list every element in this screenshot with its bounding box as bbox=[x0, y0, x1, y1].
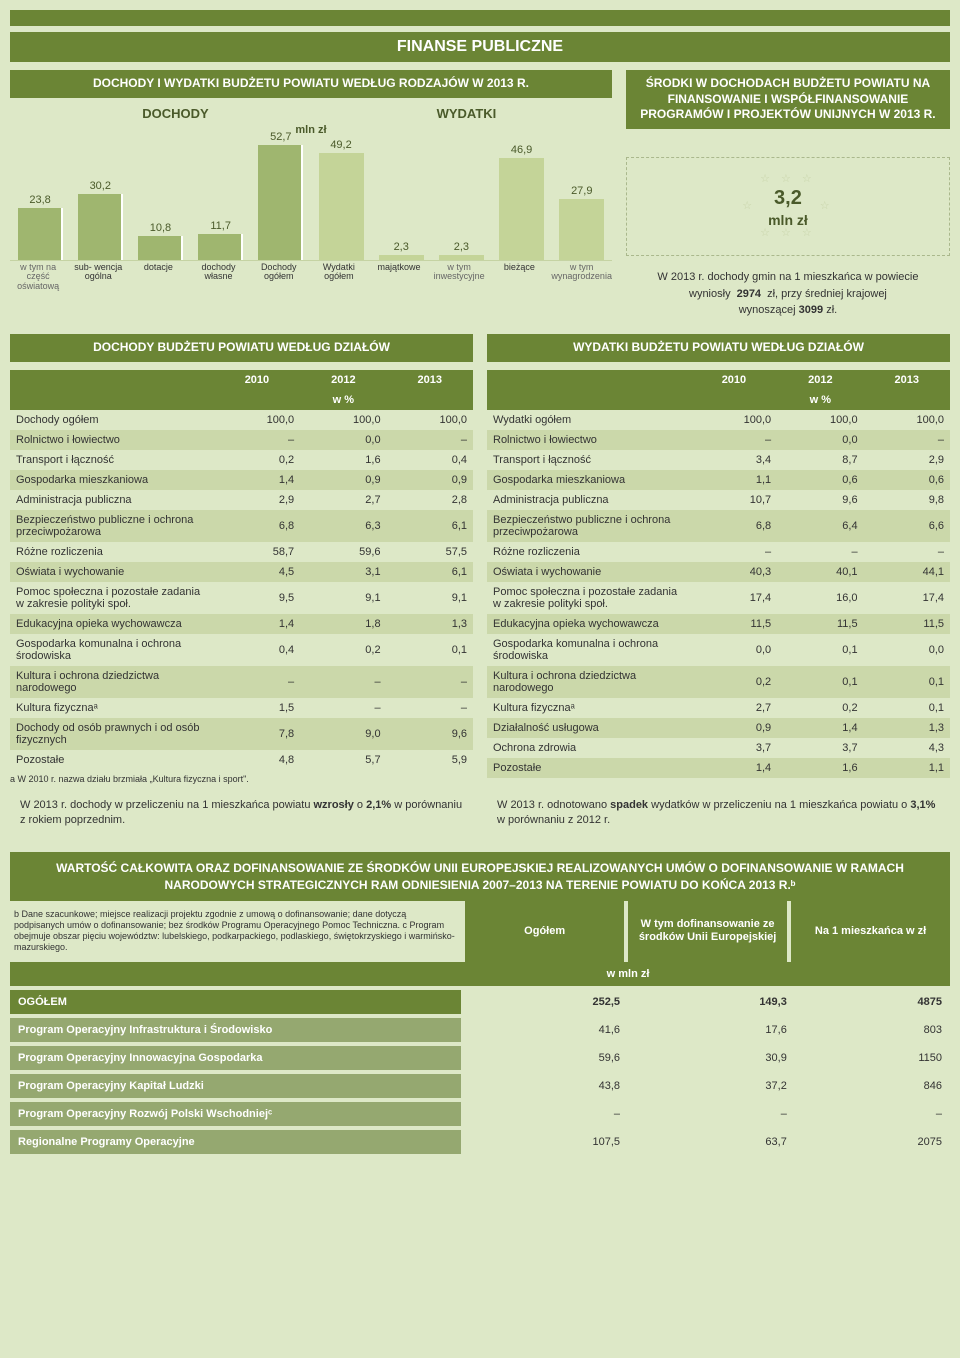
eu-col-1: Ogółem bbox=[465, 901, 624, 962]
eu-value: 3,2 bbox=[768, 187, 808, 210]
star-icon: ☆ bbox=[820, 201, 834, 212]
page-title: FINANSE PUBLICZNE bbox=[10, 32, 950, 62]
bar: 10,8 bbox=[132, 222, 188, 259]
wydatki-table: 201020122013w %Wydatki ogółem100,0100,01… bbox=[487, 370, 950, 778]
chart-row: DOCHODY I WYDATKI BUDŻETU POWIATU WEDŁUG… bbox=[10, 70, 950, 318]
bar: 52,7 bbox=[253, 131, 309, 259]
star-icon: ☆ bbox=[742, 201, 756, 212]
eu-col-3: Na 1 mieszkańca w zł bbox=[791, 901, 950, 962]
eu-section-title: WARTOŚĆ CAŁKOWITA ORAZ DOFINANSOWANIE ZE… bbox=[10, 852, 950, 900]
bar: 49,2 bbox=[313, 139, 369, 260]
bar: 11,7 bbox=[193, 220, 249, 259]
mid-note-left: W 2013 r. dochody w przeliczeniu na 1 mi… bbox=[10, 784, 473, 843]
bar: 2,3 bbox=[373, 241, 429, 260]
eu-table-wrap: b Dane szacunkowe; miejsce realizacji pr… bbox=[10, 901, 950, 1154]
eu-table: w mln złOGÓŁEM252,5149,34875Program Oper… bbox=[10, 962, 950, 1154]
mid-note-right: W 2013 r. odnotowano spadek wydatków w p… bbox=[487, 784, 950, 843]
table-right-title: WYDATKI BUDŻETU POWIATU WEDŁUG DZIAŁÓW bbox=[487, 334, 950, 362]
footnote-b: b Dane szacunkowe; miejsce realizacji pr… bbox=[10, 901, 461, 962]
chart-left-title: DOCHODY I WYDATKI BUDŻETU POWIATU WEDŁUG… bbox=[10, 70, 612, 98]
footnote-a: a W 2010 r. nazwa działu brzmiała „Kultu… bbox=[10, 774, 473, 784]
mid-notes-row: W 2013 r. dochody w przeliczeniu na 1 mi… bbox=[10, 784, 950, 843]
bar-chart: DOCHODY WYDATKI mln zł 23,830,210,811,75… bbox=[10, 106, 612, 293]
bar: 2,3 bbox=[433, 241, 489, 260]
dochody-label: DOCHODY bbox=[10, 106, 321, 121]
chart-note: W 2013 r. dochody gmin na 1 mieszkańca w… bbox=[626, 270, 950, 318]
chart-right-title: ŚRODKI W DOCHODACH BUDŻETU POWIATU NA FI… bbox=[626, 70, 950, 129]
table-left-title: DOCHODY BUDŻETU POWIATU WEDŁUG DZIAŁÓW bbox=[10, 334, 473, 362]
bar: 30,2 bbox=[72, 180, 128, 259]
star-icon: ☆ ☆ ☆ bbox=[635, 174, 941, 185]
tables-row: DOCHODY BUDŻETU POWIATU WEDŁUG DZIAŁÓW 2… bbox=[10, 334, 950, 784]
bar: 23,8 bbox=[12, 194, 68, 260]
star-icon: ☆ ☆ ☆ bbox=[635, 228, 941, 239]
eu-unit: mln zł bbox=[768, 212, 808, 228]
eu-col-2: W tym dofinansowanie ze środków Unii Eur… bbox=[628, 901, 787, 962]
header-stripe bbox=[10, 10, 950, 32]
mln-unit-label: mln zł bbox=[295, 124, 326, 136]
wydatki-label: WYDATKI bbox=[321, 106, 612, 121]
bar: 46,9 bbox=[494, 144, 550, 260]
dochody-table: 201020122013w %Dochody ogółem100,0100,01… bbox=[10, 370, 473, 770]
bar: 27,9 bbox=[554, 185, 610, 259]
eu-funds-box: ☆ ☆ ☆ ☆ 3,2 mln zł ☆ ☆ ☆ ☆ bbox=[626, 157, 950, 256]
